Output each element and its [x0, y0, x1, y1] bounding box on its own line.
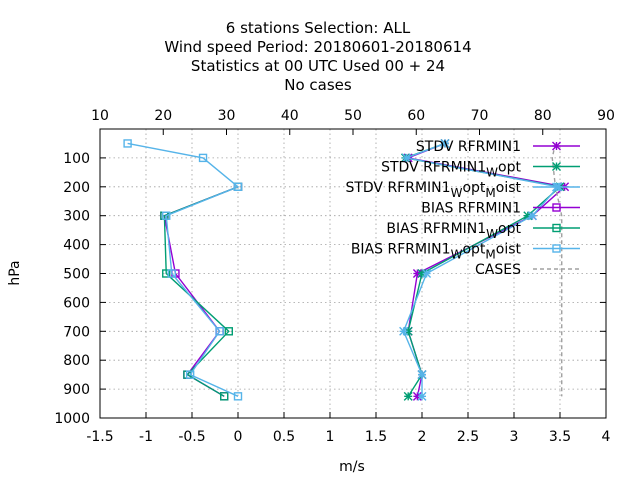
- axis-ticks: -1.5 -1 -0.5 0 0.5 1 1.5 2 2.5 3 3.5 4 10 20 30 40 50 60 7…: [54, 108, 615, 445]
- data-point-square: [552, 203, 561, 212]
- data-point-square: [215, 327, 224, 336]
- y-tick-label: 100: [63, 151, 90, 167]
- data-point-star: [440, 138, 450, 148]
- x-tick-label: 3.5: [549, 429, 571, 445]
- y-tick-label: 700: [63, 324, 90, 340]
- data-point-star: [401, 153, 411, 163]
- x2-tick-label: 50: [344, 108, 362, 124]
- y-tick-label: 400: [63, 238, 90, 254]
- x2-tick-label: 70: [471, 108, 489, 124]
- series-line: [551, 143, 563, 397]
- data-point-square: [123, 139, 132, 148]
- data-point-star: [417, 370, 427, 380]
- data-point-square: [233, 392, 243, 401]
- x-tick-label: -1: [139, 429, 153, 445]
- data-point-star: [552, 182, 561, 192]
- data-point-square: [162, 211, 171, 220]
- legend-item: BIAS RFRMIN1Wopt: [386, 221, 580, 241]
- y-tick-label: 200: [63, 180, 90, 196]
- title-line-2: Wind speed Period: 20180601-20180614: [164, 38, 471, 56]
- legend-label: BIAS RFRMIN1: [421, 201, 521, 217]
- y-axis-label: hPa: [7, 260, 23, 285]
- data-point-star: [422, 269, 432, 278]
- legend-item: BIAS RFRMIN1WoptMoist: [351, 242, 580, 262]
- legend-item: STDV RFRMIN1WoptMoist: [345, 180, 580, 200]
- chart-title: 6 stations Selection: ALL Wind speed Per…: [164, 19, 471, 94]
- x2-tick-label: 90: [597, 108, 615, 124]
- data-point-square: [162, 269, 171, 278]
- data-point-square: [167, 269, 176, 278]
- x-tick-label: 0.5: [273, 429, 295, 445]
- y-tick-label: 800: [63, 353, 90, 369]
- legend-item: CASES: [475, 262, 580, 278]
- title-line-1: 6 stations Selection: ALL: [226, 19, 411, 37]
- legend-label: STDV RFRMIN1WoptMoist: [345, 180, 521, 200]
- title-line-3: Statistics at 00 UTC Used 00 + 24: [191, 57, 445, 75]
- y-tick-label: 600: [63, 295, 90, 311]
- x-tick-label: 2.5: [457, 429, 479, 445]
- x-tick-label: -0.5: [178, 429, 205, 445]
- x2-tick-label: 10: [91, 108, 109, 124]
- title-line-4: No cases: [284, 76, 352, 94]
- x-tick-label: 1: [326, 429, 335, 445]
- data-point-star: [399, 326, 409, 336]
- plot-frame: [99, 128, 607, 419]
- x-axis-label: m/s: [339, 459, 365, 475]
- series-line: [163, 186, 239, 397]
- x-tick-label: 2: [418, 429, 427, 445]
- y-tick-label: 300: [63, 209, 90, 225]
- data-point-star: [417, 391, 427, 401]
- legend-item: STDV RFRMIN1: [416, 139, 580, 155]
- legend-item: STDV RFRMIN1Wopt: [381, 160, 580, 180]
- y-tick-label: 500: [63, 267, 90, 283]
- series-line: [163, 186, 239, 397]
- x2-tick-label: 30: [218, 108, 236, 124]
- y-tick-label: 900: [63, 382, 90, 398]
- series-6: [551, 143, 563, 397]
- x-tick-label: 0: [234, 429, 243, 445]
- data-point-star: [552, 162, 561, 171]
- data-point-square: [224, 327, 234, 336]
- data-point-square: [185, 370, 195, 379]
- legend-label: CASES: [475, 262, 521, 278]
- data-point-star: [527, 211, 537, 221]
- x-tick-label: 1.5: [365, 429, 387, 445]
- legend-label: BIAS RFRMIN1WoptMoist: [351, 242, 522, 262]
- legend-item: BIAS RFRMIN1: [421, 201, 580, 217]
- x2-tick-label: 20: [154, 108, 172, 124]
- data-point-square: [219, 392, 229, 401]
- x-tick-label: -1.5: [86, 429, 113, 445]
- data-point-star: [552, 141, 561, 151]
- x-tick-label: 4: [602, 429, 611, 445]
- series-line: [127, 142, 240, 397]
- series-5: [123, 139, 243, 401]
- data-point-star: [403, 391, 413, 401]
- y-tick-label: 1000: [54, 411, 90, 427]
- data-point-square: [552, 223, 561, 233]
- legend-label: STDV RFRMIN1: [416, 139, 521, 155]
- legend-label: BIAS RFRMIN1Wopt: [386, 221, 521, 241]
- x-tick-label: 3: [510, 429, 519, 445]
- data-point-square: [198, 153, 208, 163]
- legend-label: STDV RFRMIN1Wopt: [381, 160, 521, 180]
- data-point-square: [552, 244, 561, 253]
- x2-tick-label: 60: [407, 108, 425, 124]
- x2-tick-label: 80: [534, 108, 552, 124]
- series-line: [402, 142, 560, 397]
- x2-tick-label: 40: [281, 108, 299, 124]
- data-point-square: [233, 182, 243, 192]
